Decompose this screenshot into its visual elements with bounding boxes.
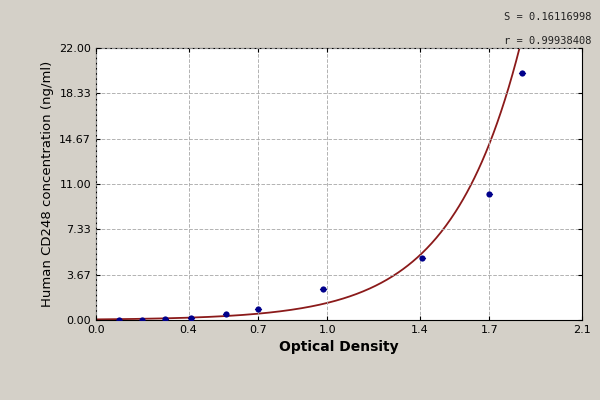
Point <box>161 316 170 322</box>
Y-axis label: Human CD248 concentration (ng/ml): Human CD248 concentration (ng/ml) <box>41 61 54 307</box>
Text: r = 0.99938408: r = 0.99938408 <box>503 36 591 46</box>
Text: S = 0.16116998: S = 0.16116998 <box>503 12 591 22</box>
Point <box>253 306 263 313</box>
Point <box>485 191 494 197</box>
Point <box>418 255 427 261</box>
Point <box>318 286 328 292</box>
Point <box>115 317 124 323</box>
Point <box>186 314 196 321</box>
Point <box>137 317 147 323</box>
Point <box>221 311 230 317</box>
Point <box>517 70 527 76</box>
X-axis label: Optical Density: Optical Density <box>279 340 399 354</box>
